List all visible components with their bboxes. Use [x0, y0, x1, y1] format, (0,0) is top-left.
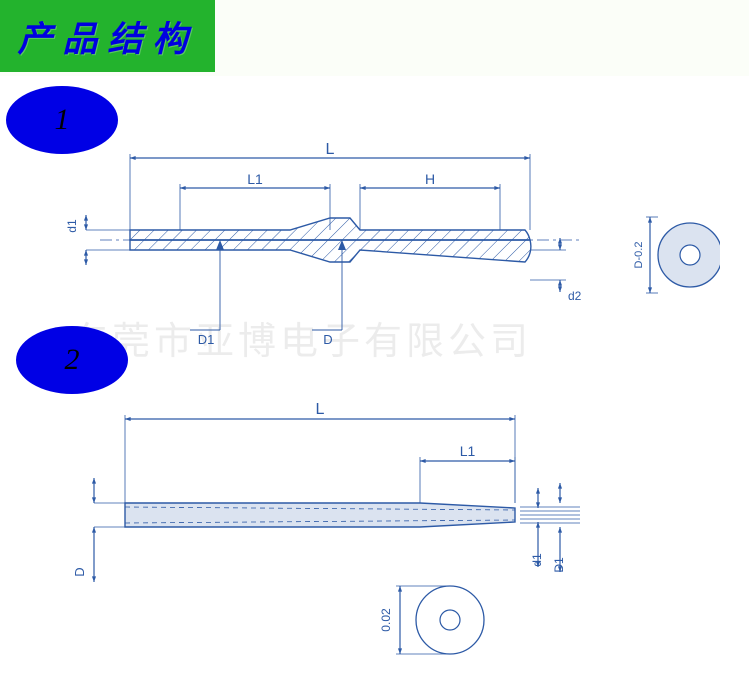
svg-text:L: L	[316, 401, 325, 418]
svg-text:D-0.2: D-0.2	[633, 242, 645, 269]
svg-text:d1: d1	[65, 219, 79, 233]
page-root: 产品结构 东莞市亚博电子有限公司 1 2 LL1Hd1d2D1DD-0.2 LL…	[0, 0, 749, 682]
svg-text:L: L	[326, 141, 335, 158]
section-title: 产品结构	[17, 11, 197, 62]
svg-text:0.02: 0.02	[379, 608, 393, 632]
svg-text:H: H	[425, 171, 435, 187]
svg-text:D1: D1	[198, 332, 215, 347]
svg-text:D: D	[72, 567, 87, 576]
svg-text:d1: d1	[530, 553, 544, 567]
svg-text:D: D	[323, 332, 332, 347]
svg-text:L1: L1	[247, 171, 263, 187]
svg-text:D1: D1	[552, 557, 566, 573]
figure-badge-1-label: 1	[55, 103, 70, 137]
svg-text:L1: L1	[460, 443, 476, 459]
section-title-block: 产品结构	[0, 0, 215, 72]
svg-text:d2: d2	[568, 289, 582, 303]
drawing-1: L L1 Hd1 d2 D1 D D-0.2	[60, 140, 720, 360]
drawing-2: L L1 Dd1 D1 0.02	[60, 395, 620, 675]
